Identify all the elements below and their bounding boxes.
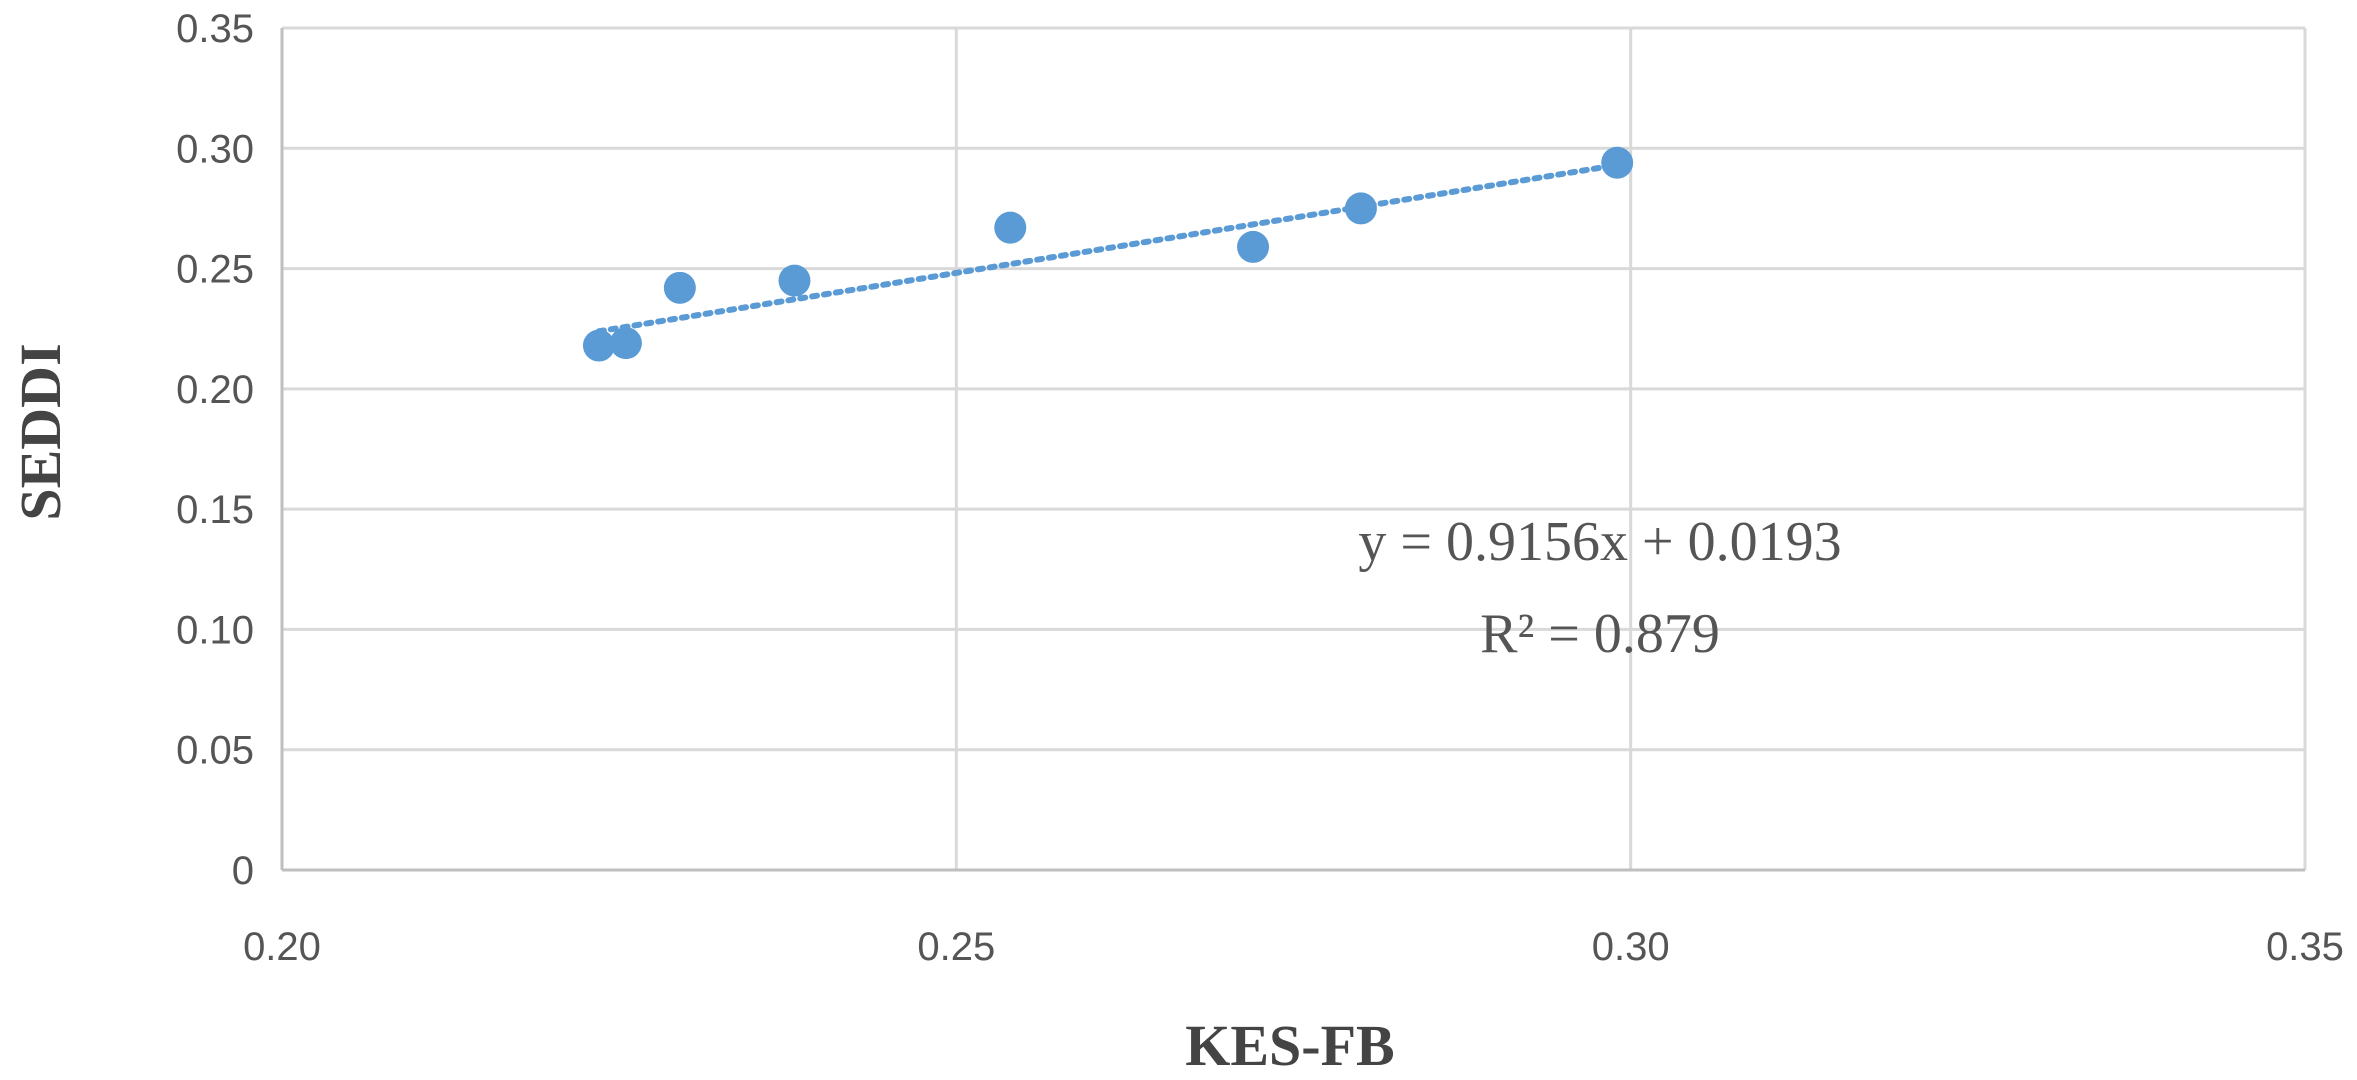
x-axis-title: KES-FB — [1185, 1013, 1395, 1078]
trendline-group — [595, 161, 1621, 335]
data-point — [1237, 230, 1270, 263]
trendline-r2-label: R² = 0.879 — [1480, 603, 1720, 665]
trendline-equation-label: y = 0.9156x + 0.0193 — [1358, 511, 1841, 573]
y-tick-label: 0.30 — [176, 127, 254, 171]
grid-lines — [282, 26, 2307, 870]
y-tick-label: 0.15 — [176, 488, 254, 532]
x-tick-label: 0.35 — [2266, 925, 2344, 969]
data-point — [778, 264, 811, 297]
data-point — [994, 211, 1027, 244]
data-point — [582, 329, 615, 362]
y-tick-label: 0.20 — [176, 368, 254, 412]
data-point — [663, 271, 696, 304]
trendline — [595, 161, 1621, 335]
data-point — [609, 327, 642, 360]
x-tick-label: 0.30 — [1592, 925, 1670, 969]
tick-labels: 0 0.05 0.10 0.15 0.20 0.25 0.30 0.35 0.20 0.25 0.3… — [176, 7, 2344, 969]
y-tick-label: 0 — [232, 849, 254, 893]
y-axis-title: SEDDI — [8, 343, 73, 520]
data-point — [1601, 146, 1634, 179]
x-tick-label: 0.25 — [917, 925, 995, 969]
y-tick-label: 0.35 — [176, 7, 254, 51]
y-tick-label: 0.05 — [176, 729, 254, 773]
data-points — [582, 146, 1634, 362]
x-tick-label: 0.20 — [243, 925, 321, 969]
axes — [280, 28, 2305, 872]
data-point — [1344, 192, 1377, 225]
y-tick-label: 0.25 — [176, 248, 254, 292]
y-tick-label: 0.10 — [176, 608, 254, 652]
